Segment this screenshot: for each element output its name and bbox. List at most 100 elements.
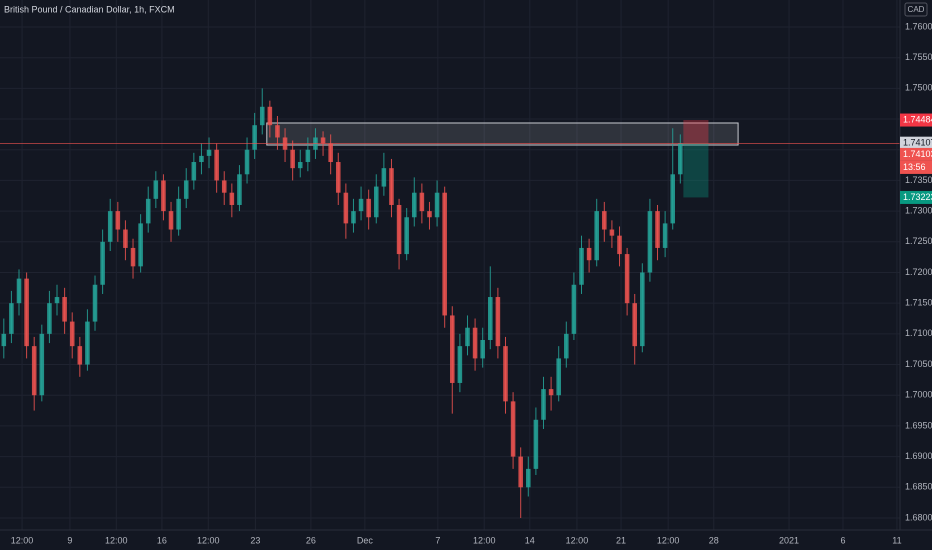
candle-body bbox=[259, 106, 265, 126]
candle-body bbox=[396, 204, 402, 255]
candle-body bbox=[176, 198, 181, 230]
currency-label[interactable]: CAD bbox=[908, 5, 925, 14]
candle-body bbox=[480, 339, 485, 359]
y-tick-label: 1.73000 bbox=[905, 205, 932, 215]
candle-body bbox=[594, 211, 599, 261]
candle-body bbox=[526, 468, 531, 488]
candle-body bbox=[39, 333, 45, 396]
candle-body bbox=[624, 254, 630, 304]
candle-body bbox=[488, 297, 493, 340]
candle-body bbox=[548, 389, 554, 396]
candle-body bbox=[609, 229, 615, 236]
candle-body bbox=[130, 247, 136, 267]
candle-body bbox=[145, 198, 151, 224]
x-tick-label: 28 bbox=[709, 535, 719, 545]
candle-body bbox=[404, 217, 409, 255]
y-tick-label: 1.72500 bbox=[905, 236, 932, 246]
x-tick-label: 9 bbox=[67, 535, 72, 545]
x-tick-label: 12:00 bbox=[197, 535, 220, 545]
candle-body bbox=[457, 346, 463, 383]
candle-body bbox=[442, 192, 447, 316]
y-tick-label: 1.69000 bbox=[905, 451, 932, 461]
stop-area bbox=[683, 120, 709, 144]
x-tick-label: 12:00 bbox=[473, 535, 496, 545]
y-tick-label: 1.68000 bbox=[905, 512, 932, 522]
candle-body bbox=[373, 186, 379, 218]
candle-body bbox=[366, 198, 371, 218]
candle-body bbox=[556, 358, 561, 396]
x-tick-label: 16 bbox=[157, 535, 167, 545]
candle-body bbox=[252, 125, 257, 150]
candle-body bbox=[107, 211, 113, 242]
candle-body bbox=[640, 272, 645, 347]
candle-body bbox=[670, 174, 675, 224]
y-tick-label: 1.70000 bbox=[905, 390, 932, 400]
candle-body bbox=[678, 143, 683, 175]
candle-body bbox=[533, 419, 539, 469]
candle-body bbox=[275, 125, 280, 138]
candle-body bbox=[1, 333, 7, 347]
currency-box[interactable] bbox=[904, 2, 928, 17]
candle-body bbox=[495, 297, 501, 347]
plot-area bbox=[0, 88, 900, 518]
candle-body bbox=[541, 389, 546, 420]
candle-body bbox=[571, 284, 577, 334]
x-tick-label: 6 bbox=[840, 535, 845, 545]
candle-body bbox=[62, 297, 67, 322]
candle-body bbox=[564, 333, 569, 359]
candle-body bbox=[69, 321, 75, 347]
x-tick-label: 2021 bbox=[779, 535, 799, 545]
target-label-bg bbox=[900, 190, 932, 204]
candle-body bbox=[77, 346, 83, 365]
candle-body bbox=[419, 192, 425, 212]
y-tick-label: 1.71000 bbox=[905, 328, 932, 338]
entry-label-bg bbox=[900, 136, 932, 150]
countdown-label: 13:56 bbox=[903, 162, 926, 172]
candle-body bbox=[85, 321, 90, 365]
candle-body bbox=[381, 168, 387, 187]
candle-body bbox=[47, 303, 52, 334]
candle-body bbox=[16, 278, 22, 304]
candle-body bbox=[191, 162, 197, 181]
x-tick-label: 14 bbox=[525, 535, 535, 545]
candle-body bbox=[115, 211, 121, 230]
candle-body bbox=[602, 211, 607, 230]
candle-body bbox=[389, 168, 394, 205]
candle-body bbox=[206, 149, 212, 156]
x-tick-label: 12:00 bbox=[11, 535, 34, 545]
candle-body bbox=[586, 247, 592, 261]
candle-body bbox=[335, 162, 341, 193]
stop-label: 1.74484 bbox=[903, 114, 932, 124]
candle-body bbox=[199, 155, 204, 163]
candle-body bbox=[100, 241, 105, 285]
target-label: 1.73223 bbox=[903, 192, 932, 202]
candle-body bbox=[168, 211, 174, 230]
candle-body bbox=[434, 192, 440, 218]
axes: 1.68000 1.68500 1.69000 1.69500 1.70000 1.705… bbox=[11, 21, 932, 545]
candle-body bbox=[9, 303, 14, 334]
x-tick-label: 12:00 bbox=[657, 535, 680, 545]
candle-body bbox=[411, 192, 417, 218]
candle-body bbox=[297, 162, 303, 169]
candle-body bbox=[427, 211, 432, 218]
x-tick-label: Dec bbox=[357, 535, 374, 545]
candle-body bbox=[358, 198, 364, 212]
candle-body bbox=[290, 149, 295, 169]
candle-body bbox=[214, 149, 219, 181]
candle-body bbox=[351, 211, 356, 224]
candle-body bbox=[92, 284, 98, 322]
candle-body bbox=[328, 143, 333, 163]
candle-body bbox=[138, 223, 143, 267]
candle-body bbox=[510, 401, 516, 457]
candle-body bbox=[31, 346, 37, 396]
x-tick-label: 23 bbox=[250, 535, 260, 545]
x-tick-label: 21 bbox=[616, 535, 626, 545]
candle-body bbox=[320, 137, 326, 144]
countdown-label-bg bbox=[900, 160, 932, 174]
x-tick-label: 12:00 bbox=[105, 535, 128, 545]
x-tick-label: 26 bbox=[306, 535, 316, 545]
candle-body bbox=[244, 149, 250, 175]
candle-body bbox=[450, 315, 455, 383]
